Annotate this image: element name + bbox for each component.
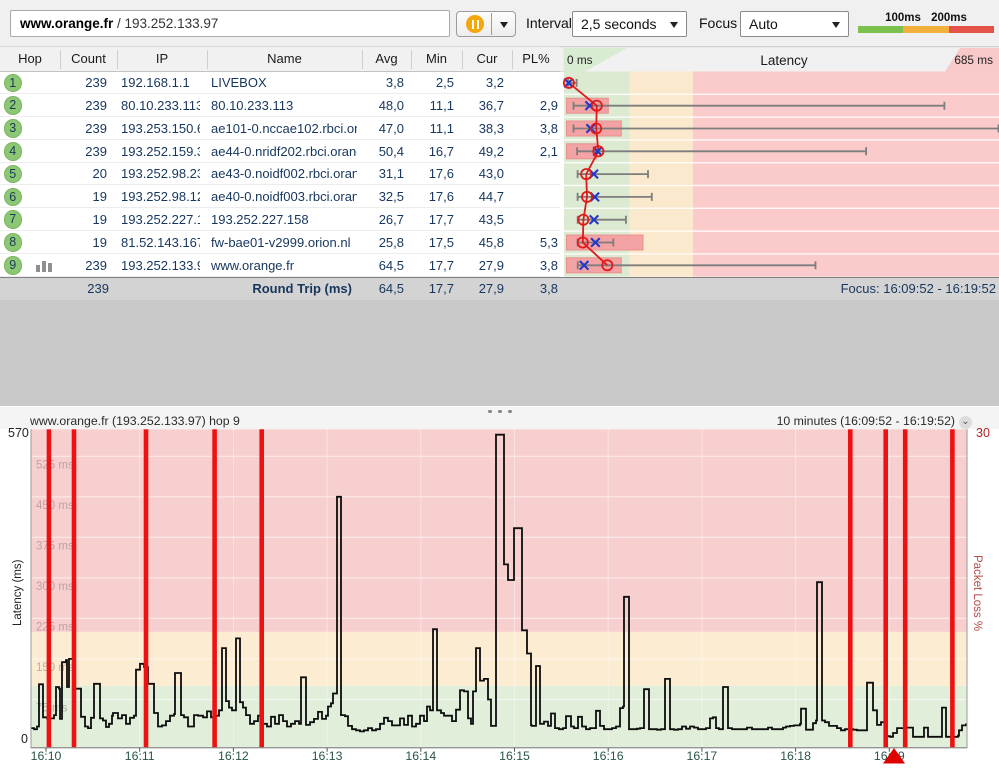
svg-text:685 ms: 685 ms xyxy=(954,53,993,67)
svg-text:16:16: 16:16 xyxy=(593,749,624,763)
svg-text:525 ms: 525 ms xyxy=(36,459,74,471)
svg-text:16:18: 16:18 xyxy=(780,749,811,763)
svg-text:375 ms: 375 ms xyxy=(36,540,74,552)
svg-text:Latency: Latency xyxy=(760,53,808,68)
svg-text:16:10: 16:10 xyxy=(31,749,62,763)
svg-text:450 ms: 450 ms xyxy=(36,500,74,512)
svg-text:16:17: 16:17 xyxy=(687,749,718,763)
svg-text:16:14: 16:14 xyxy=(405,749,436,763)
svg-text:16:15: 16:15 xyxy=(499,749,530,763)
svg-text:0 ms: 0 ms xyxy=(567,53,593,67)
svg-text:225 ms: 225 ms xyxy=(36,621,74,633)
svg-text:150 ms: 150 ms xyxy=(36,662,74,674)
svg-text:16:13: 16:13 xyxy=(312,749,343,763)
svg-text:16:11: 16:11 xyxy=(125,749,155,763)
svg-text:16:12: 16:12 xyxy=(218,749,249,763)
svg-text:300 ms: 300 ms xyxy=(36,581,74,593)
